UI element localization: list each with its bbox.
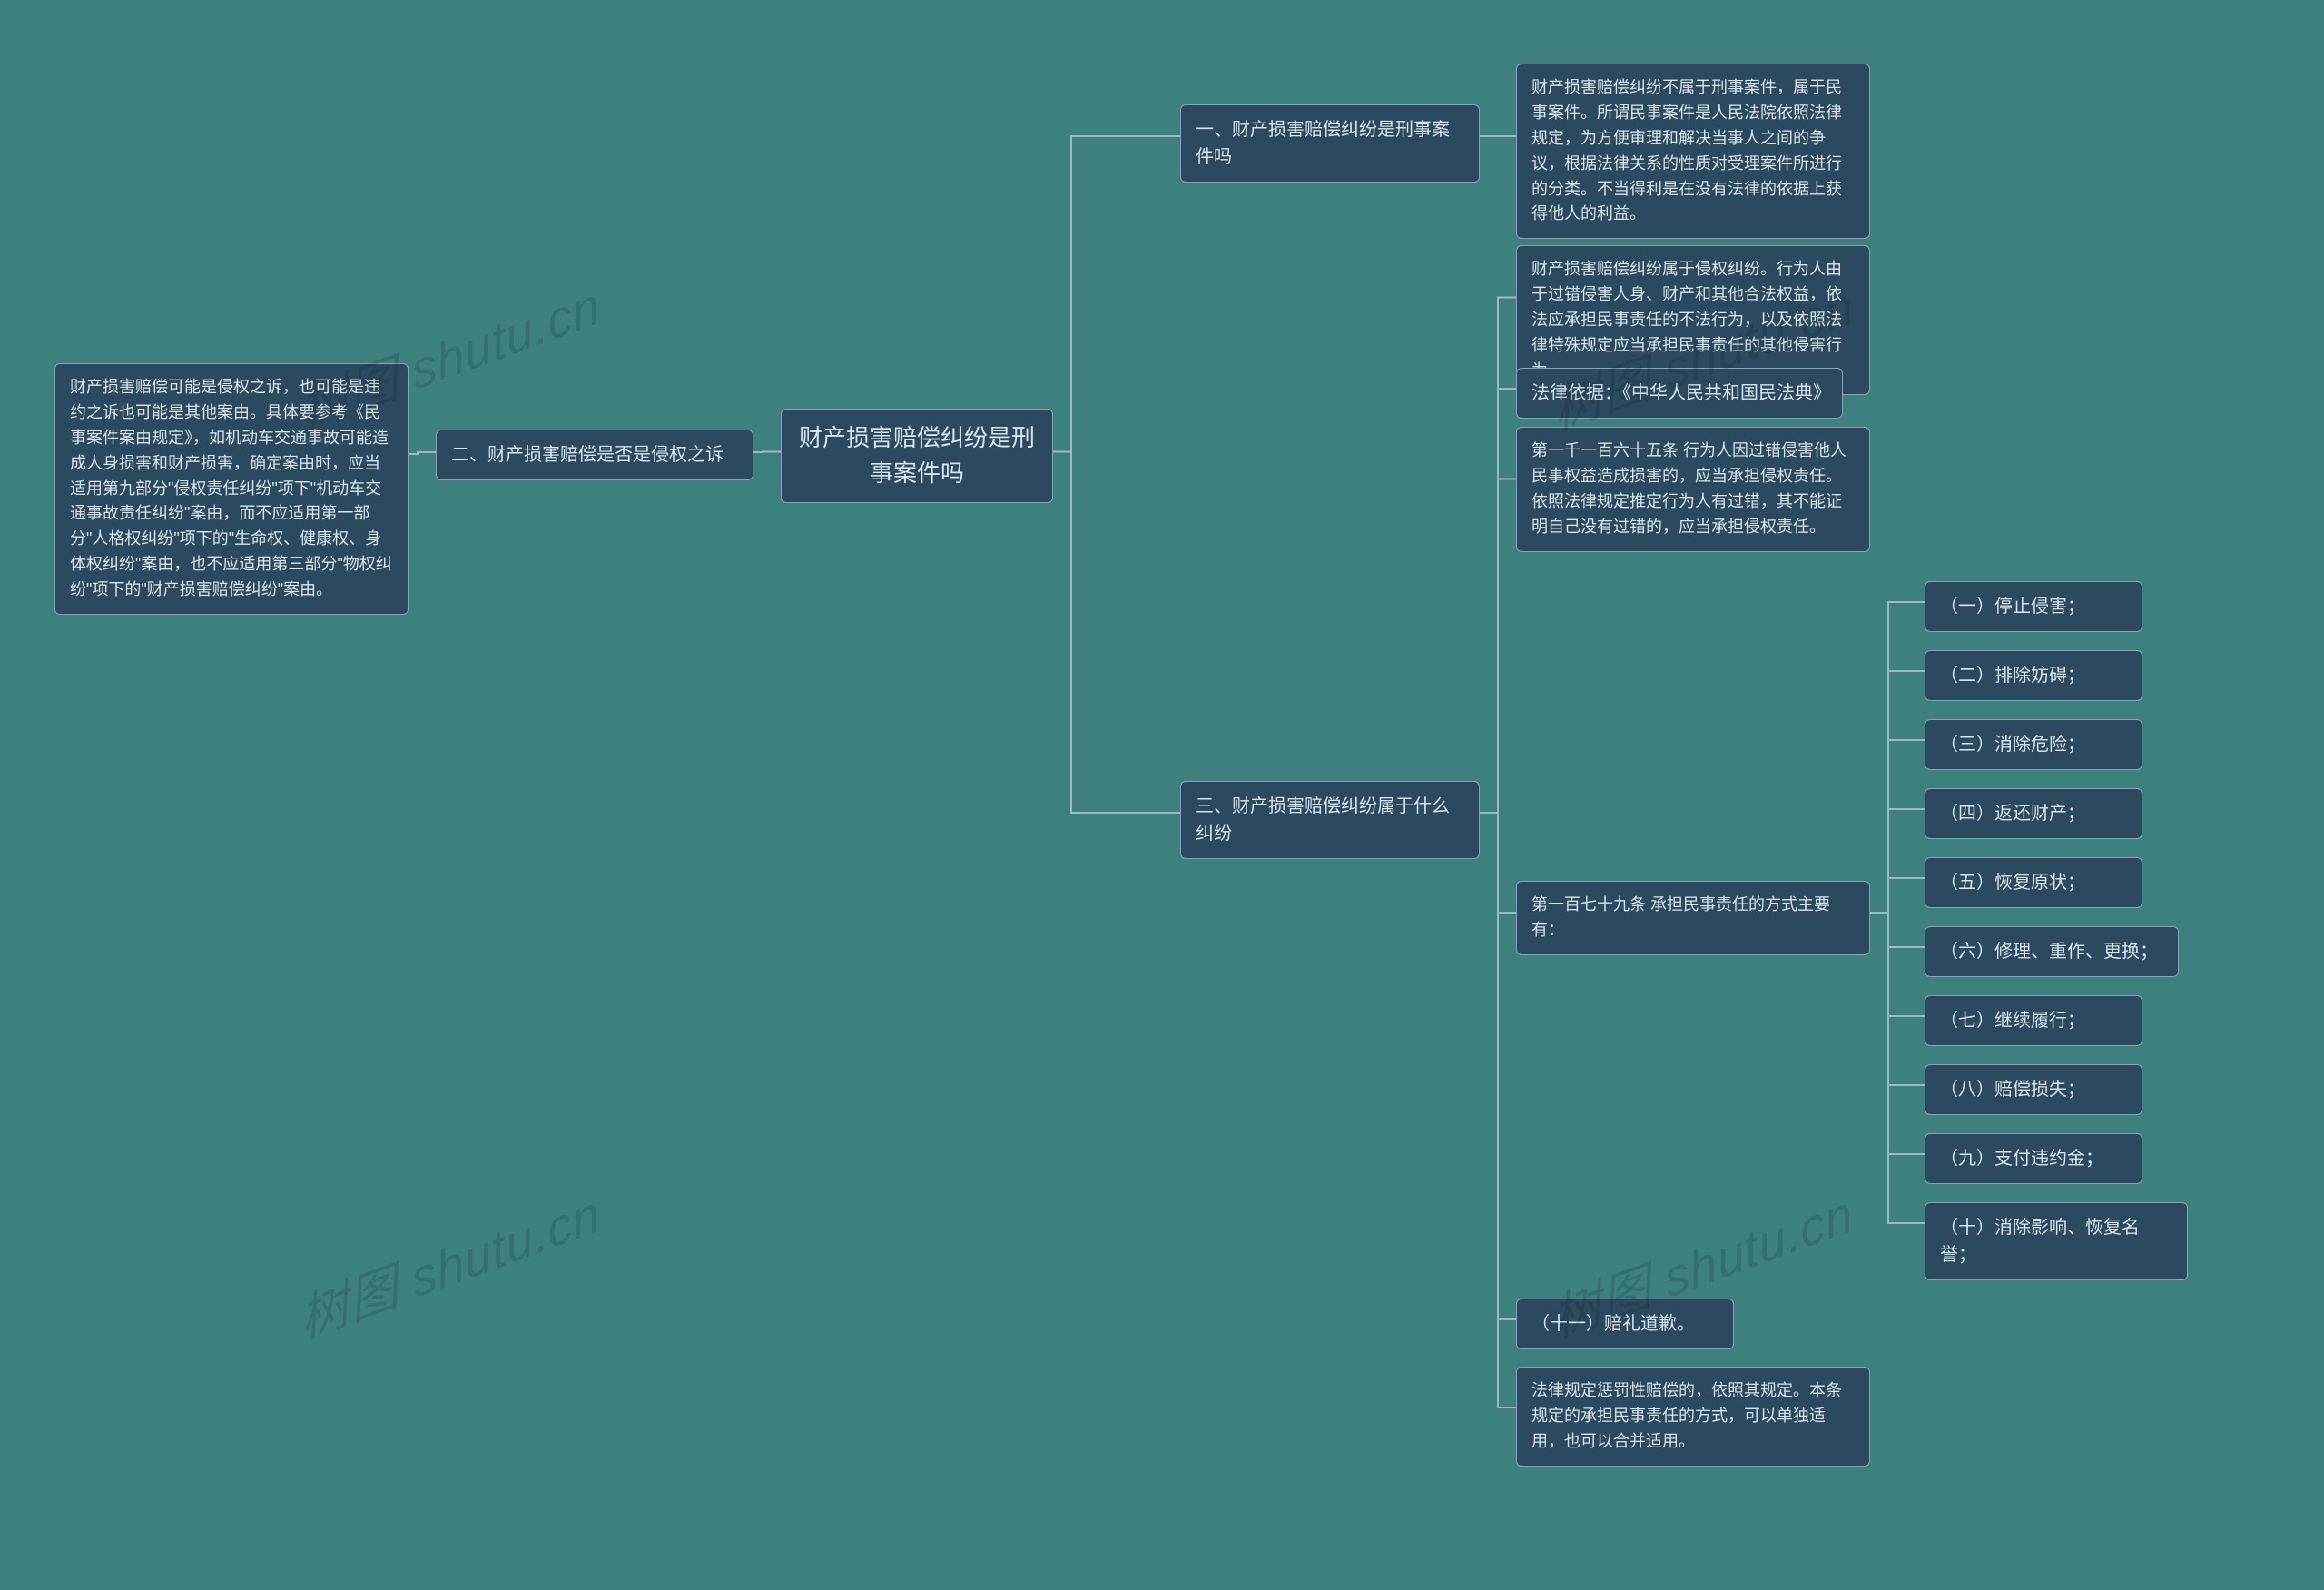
branch-2-detail[interactable]: 财产损害赔偿可能是侵权之诉，也可能是违约之诉也可能是其他案由。具体要参考《民事案…: [54, 363, 409, 615]
connector: [1870, 602, 1925, 913]
root-node[interactable]: 财产损害赔偿纠纷是刑事案件吗: [781, 409, 1053, 503]
connector: [753, 452, 781, 453]
connector: [1480, 813, 1516, 1407]
watermark: 树图 shutu.cn: [293, 1171, 605, 1354]
branch-1-detail[interactable]: 财产损害赔偿纠纷不属于刑事案件，属于民事案件。所谓民事案件是人民法院依照法律规定…: [1516, 64, 1870, 239]
connector: [1480, 813, 1516, 913]
branch-2-node[interactable]: 二、财产损害赔偿是否是侵权之诉: [436, 430, 753, 480]
liability-item-7[interactable]: （七）继续履行；: [1925, 995, 2142, 1046]
connector: [1480, 479, 1516, 814]
liability-item-9[interactable]: （九）支付违约金；: [1925, 1133, 2142, 1184]
liability-item-8[interactable]: （八）赔偿损失；: [1925, 1064, 2142, 1115]
liability-item-1[interactable]: （一）停止侵害；: [1925, 581, 2142, 632]
branch-3-node[interactable]: 三、财产损害赔偿纠纷属于什么纠纷: [1180, 781, 1480, 859]
branch-3-detail-f[interactable]: 法律规定惩罚性赔偿的，依照其规定。本条规定的承担民事责任的方式，可以单独适用，也…: [1516, 1367, 1870, 1467]
branch-3-detail-c[interactable]: 第一千一百六十五条 行为人因过错侵害他人民事权益造成损害的，应当承担侵权责任。依…: [1516, 427, 1870, 552]
branch-3-detail-b[interactable]: 法律依据：《中华人民共和国民法典》: [1516, 368, 1843, 419]
liability-item-6[interactable]: （六）修理、重作、更换；: [1925, 926, 2179, 977]
connector: [1870, 913, 1925, 1154]
liability-item-10[interactable]: （十）消除影响、恢复名誉；: [1925, 1202, 2188, 1280]
connector: [409, 452, 436, 454]
connector: [1870, 809, 1925, 913]
branch-1-node[interactable]: 一、财产损害赔偿纠纷是刑事案件吗: [1180, 104, 1480, 183]
connector: [1870, 671, 1925, 913]
connector: [1053, 136, 1180, 452]
liability-item-3[interactable]: （三）消除危险；: [1925, 719, 2142, 770]
liability-item-4[interactable]: （四）返还财产；: [1925, 788, 2142, 839]
connector: [1480, 813, 1516, 1319]
branch-3-detail-e[interactable]: （十一）赔礼道歉。: [1516, 1299, 1734, 1349]
connector: [1870, 913, 1925, 1085]
connector: [1480, 298, 1516, 814]
connector: [1480, 389, 1516, 813]
connector: [1870, 878, 1925, 913]
liability-item-2[interactable]: （二）排除妨碍；: [1925, 650, 2142, 701]
connector: [1870, 740, 1925, 913]
connector: [1870, 913, 1925, 947]
connector: [1870, 913, 1925, 1016]
connector: [1053, 452, 1180, 814]
connector: [1870, 913, 1925, 1223]
liability-item-5[interactable]: （五）恢复原状；: [1925, 857, 2142, 908]
branch-3-detail-d[interactable]: 第一百七十九条 承担民事责任的方式主要有：: [1516, 881, 1870, 955]
